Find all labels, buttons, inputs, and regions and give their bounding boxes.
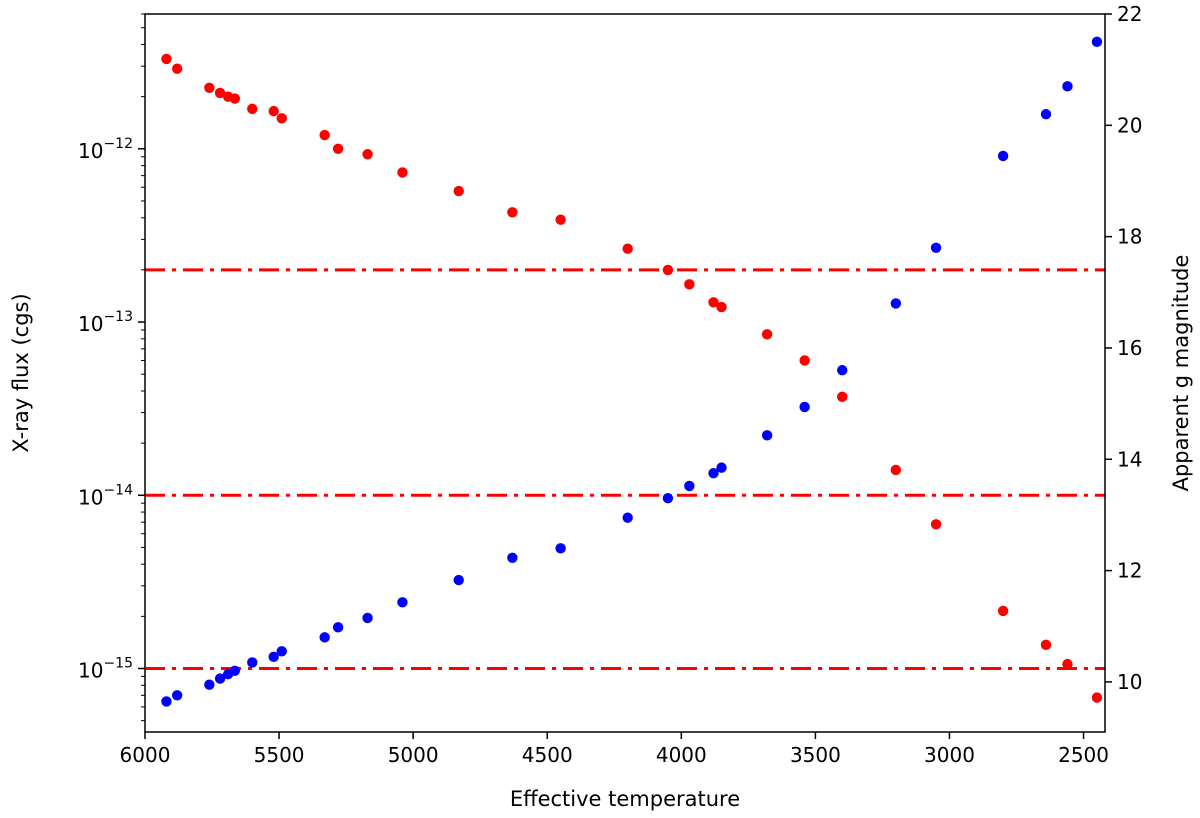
x-tick-label: 4500 xyxy=(522,743,573,767)
g-magnitude-point-12 xyxy=(397,597,408,608)
xray-flux-point-21 xyxy=(761,329,773,340)
xray-flux-point-14 xyxy=(507,207,518,218)
xray-flux-point-10 xyxy=(332,143,344,155)
xray-flux-point-19 xyxy=(708,297,719,308)
x-axis-ticks: 6000 5500 5000 4500 4000 3500 3000 2500 xyxy=(120,732,1109,767)
x-tick-label: 3000 xyxy=(924,743,975,767)
g-magnitude-point-23 xyxy=(837,365,848,376)
xray-flux-point-3 xyxy=(214,87,226,99)
right-y-tick-label: 16 xyxy=(1117,336,1142,360)
data-points xyxy=(161,36,1103,707)
g-magnitude-point-19 xyxy=(708,467,719,479)
g-magnitude-point-16 xyxy=(622,512,633,523)
x-tick-label: 5500 xyxy=(254,743,305,767)
g-magnitude-point-11 xyxy=(362,612,373,624)
right-y-tick-label: 12 xyxy=(1117,559,1142,583)
g-magnitude-point-8 xyxy=(276,646,287,657)
g-magnitude-point-7 xyxy=(268,651,279,663)
xray-flux-point-1 xyxy=(171,63,183,74)
xray-flux-point-0 xyxy=(161,53,172,65)
xray-flux-point-23 xyxy=(837,391,848,403)
plot-frame xyxy=(144,13,1106,733)
xray-flux-point-5 xyxy=(229,93,241,104)
xray-flux-point-2 xyxy=(204,82,215,93)
g-magnitude-point-22 xyxy=(799,401,810,413)
g-magnitude-point-5 xyxy=(229,665,241,676)
left-y-axis-label: X-ray flux (cgs) xyxy=(9,293,33,452)
right-y-tick-label: 22 xyxy=(1117,2,1142,26)
xray-flux-point-6 xyxy=(247,103,258,115)
right-y-tick-label: 14 xyxy=(1117,447,1142,471)
g-magnitude-point-24 xyxy=(890,298,902,309)
right-y-tick-label: 20 xyxy=(1117,113,1142,137)
xray-flux-point-24 xyxy=(890,464,902,476)
x-tick-label: 4000 xyxy=(656,743,707,767)
xray-flux-point-7 xyxy=(268,105,279,117)
left-y-tick-label: 10−12 xyxy=(78,136,133,163)
g-magnitude-point-15 xyxy=(555,543,566,554)
xray-flux-point-9 xyxy=(319,129,330,141)
g-magnitude-point-28 xyxy=(1062,81,1073,92)
xray-flux-point-11 xyxy=(362,149,373,160)
x-tick-label: 5000 xyxy=(388,743,439,767)
g-magnitude-point-27 xyxy=(1040,108,1052,120)
xray-flux-point-26 xyxy=(997,605,1009,617)
xray-flux-point-15 xyxy=(555,214,566,225)
xray-flux-point-8 xyxy=(276,113,287,124)
left-y-tick-label: 10−14 xyxy=(78,482,133,509)
x-tick-label: 3500 xyxy=(790,743,841,767)
g-magnitude-point-25 xyxy=(930,242,942,253)
xray-flux-point-20 xyxy=(716,301,727,313)
xray-flux-point-16 xyxy=(622,243,633,254)
xray-flux-point-25 xyxy=(930,519,942,530)
xray-flux-point-17 xyxy=(662,264,674,276)
xray-flux-point-12 xyxy=(397,167,408,178)
x-tick-label: 6000 xyxy=(120,743,171,767)
xray-flux-point-13 xyxy=(453,185,464,197)
g-magnitude-point-29 xyxy=(1091,36,1103,48)
g-magnitude-point-1 xyxy=(171,690,183,701)
g-magnitude-point-0 xyxy=(161,696,172,707)
left-y-axis-ticks: 10−15 10−14 10−13 10−12 xyxy=(78,13,145,722)
right-y-axis-ticks: 10 12 14 16 18 20 22 xyxy=(1105,2,1142,694)
g-magnitude-point-3 xyxy=(214,673,226,684)
g-magnitude-point-17 xyxy=(662,493,674,504)
left-y-tick-label: 10−13 xyxy=(78,309,133,336)
x-axis-label: Effective temperature xyxy=(510,787,740,811)
right-y-tick-label: 10 xyxy=(1117,670,1142,694)
xray-flux-point-29 xyxy=(1091,692,1103,703)
g-magnitude-point-21 xyxy=(761,430,773,441)
g-magnitude-point-9 xyxy=(319,632,330,643)
right-y-tick-label: 18 xyxy=(1117,225,1142,249)
g-magnitude-point-13 xyxy=(453,574,464,586)
g-magnitude-point-26 xyxy=(997,150,1009,162)
reference-lines xyxy=(145,268,1105,671)
xray-flux-point-28 xyxy=(1062,658,1073,670)
g-magnitude-point-18 xyxy=(684,480,695,492)
x-tick-label: 2500 xyxy=(1058,743,1109,767)
g-magnitude-point-2 xyxy=(204,679,215,690)
xray-flux-point-18 xyxy=(684,279,695,290)
g-magnitude-point-20 xyxy=(716,462,727,473)
g-magnitude-point-10 xyxy=(332,622,344,633)
left-y-tick-label: 10−15 xyxy=(78,656,133,683)
xray-flux-point-27 xyxy=(1040,639,1052,651)
g-magnitude-point-6 xyxy=(247,657,258,668)
g-magnitude-point-14 xyxy=(507,552,518,563)
right-y-axis-label: Apparent g magnitude xyxy=(1169,255,1193,492)
xray-flux-point-22 xyxy=(799,355,810,366)
